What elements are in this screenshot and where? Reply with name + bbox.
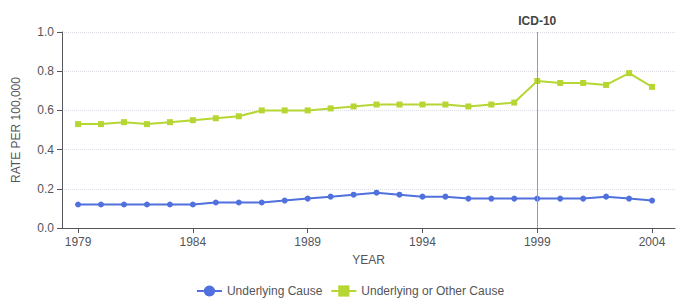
- svg-text:1999: 1999: [524, 235, 551, 249]
- svg-text:1989: 1989: [294, 235, 321, 249]
- svg-text:RATE PER 100,000: RATE PER 100,000: [9, 77, 23, 183]
- svg-text:1.0: 1.0: [37, 25, 54, 39]
- svg-text:0.2: 0.2: [37, 182, 54, 196]
- svg-text:ICD-10: ICD-10: [518, 14, 556, 28]
- svg-text:1994: 1994: [409, 235, 436, 249]
- svg-text:0.4: 0.4: [37, 143, 54, 157]
- svg-text:2004: 2004: [639, 235, 666, 249]
- svg-text:1984: 1984: [180, 235, 207, 249]
- svg-text:0.8: 0.8: [37, 64, 54, 78]
- svg-text:1979: 1979: [65, 235, 92, 249]
- svg-text:0.0: 0.0: [37, 221, 54, 235]
- svg-text:0.6: 0.6: [37, 103, 54, 117]
- svg-text:Underlying Cause: Underlying Cause: [227, 284, 323, 298]
- svg-text:Underlying or Other Cause: Underlying or Other Cause: [361, 284, 504, 298]
- svg-text:YEAR: YEAR: [352, 253, 385, 267]
